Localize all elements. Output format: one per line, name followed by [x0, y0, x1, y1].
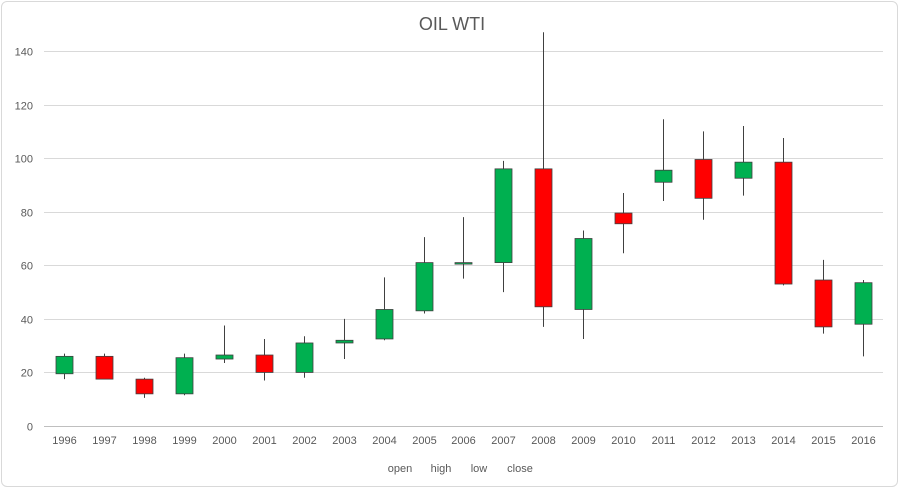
candle-2009	[574, 230, 593, 339]
candle-2002	[295, 336, 314, 378]
candle-body	[135, 378, 154, 395]
candle-body	[375, 309, 394, 340]
chart-title: OIL WTI	[419, 14, 485, 34]
candle-body	[694, 159, 713, 199]
candle-body	[55, 355, 74, 375]
candle-2013	[734, 126, 753, 196]
x-tick-label: 2002	[292, 435, 316, 447]
x-tick-label: 2000	[212, 435, 236, 447]
candle-body	[654, 169, 673, 183]
legend-entry-low: low	[471, 463, 488, 475]
candle-body	[335, 339, 354, 344]
x-tick-label: 2011	[652, 435, 676, 447]
candle-2001	[255, 338, 274, 381]
x-tick-label: 2013	[731, 435, 755, 447]
legend-entry-high: high	[431, 463, 452, 475]
candle-2014	[774, 138, 793, 286]
candle-body	[255, 354, 274, 373]
x-tick-label: 1998	[132, 435, 156, 447]
x-tick-label: 1999	[172, 435, 196, 447]
candle-body	[415, 262, 434, 312]
candle-2010	[614, 192, 633, 254]
y-tick-label: 120	[15, 101, 33, 113]
candle-2008	[534, 32, 553, 327]
candle-2004	[375, 277, 394, 341]
x-tick-label: 2008	[531, 435, 555, 447]
y-tick-label: 60	[21, 261, 33, 273]
x-tick-label: 2004	[372, 435, 396, 447]
candle-1997	[95, 353, 114, 380]
y-tick-label: 0	[27, 422, 33, 434]
candle-body	[494, 168, 513, 264]
candle-body	[295, 342, 314, 373]
candle-body	[454, 262, 473, 265]
legend-entry-close: close	[507, 463, 533, 475]
candle-1999	[175, 353, 194, 396]
y-axis: 0 20 40 60 80 100 120 140	[15, 47, 33, 434]
candle-body	[734, 161, 753, 179]
candle-2011	[654, 119, 673, 201]
x-tick-label: 2001	[252, 435, 276, 447]
x-tick-label: 2003	[332, 435, 356, 447]
legend-entry-open: open	[388, 463, 412, 475]
x-tick-label: 2010	[611, 435, 635, 447]
candle-body	[614, 212, 633, 225]
candle-2012	[694, 131, 713, 220]
x-tick-label: 1997	[92, 435, 116, 447]
x-tick-label: 2007	[491, 435, 515, 447]
candle-body	[95, 355, 114, 380]
candle-body	[854, 282, 873, 325]
y-tick-label: 140	[15, 47, 33, 59]
candle-body	[534, 168, 553, 308]
candles	[55, 32, 873, 398]
x-tick-label: 2015	[811, 435, 835, 447]
x-tick-label: 2009	[571, 435, 595, 447]
y-tick-label: 100	[15, 154, 33, 166]
legend: open high low close	[388, 463, 533, 475]
y-tick-label: 80	[21, 208, 33, 220]
candle-2016	[854, 280, 873, 357]
candle-body	[774, 161, 793, 285]
candle-body	[574, 238, 593, 310]
x-axis: 1996 1997 1998 1999 2000 2001 2002 2003 2004 2005…	[52, 435, 875, 447]
candle-2005	[415, 237, 434, 314]
x-tick-label: 2014	[771, 435, 795, 447]
candle-2015	[814, 259, 833, 334]
candle-2003	[335, 318, 354, 360]
candle-2000	[215, 325, 234, 364]
candle-1998	[135, 377, 154, 398]
x-tick-label: 2012	[691, 435, 715, 447]
y-tick-label: 40	[21, 315, 33, 327]
candle-2006	[454, 217, 473, 279]
x-tick-label: 1996	[52, 435, 76, 447]
candle-body	[814, 279, 833, 328]
candle-1996	[55, 353, 74, 380]
x-tick-label: 2016	[851, 435, 875, 447]
candle-body	[215, 354, 234, 360]
y-tick-label: 20	[21, 368, 33, 380]
candle-body	[175, 357, 194, 395]
x-tick-label: 2006	[451, 435, 475, 447]
x-tick-label: 2005	[412, 435, 436, 447]
candle-2007	[494, 160, 513, 293]
